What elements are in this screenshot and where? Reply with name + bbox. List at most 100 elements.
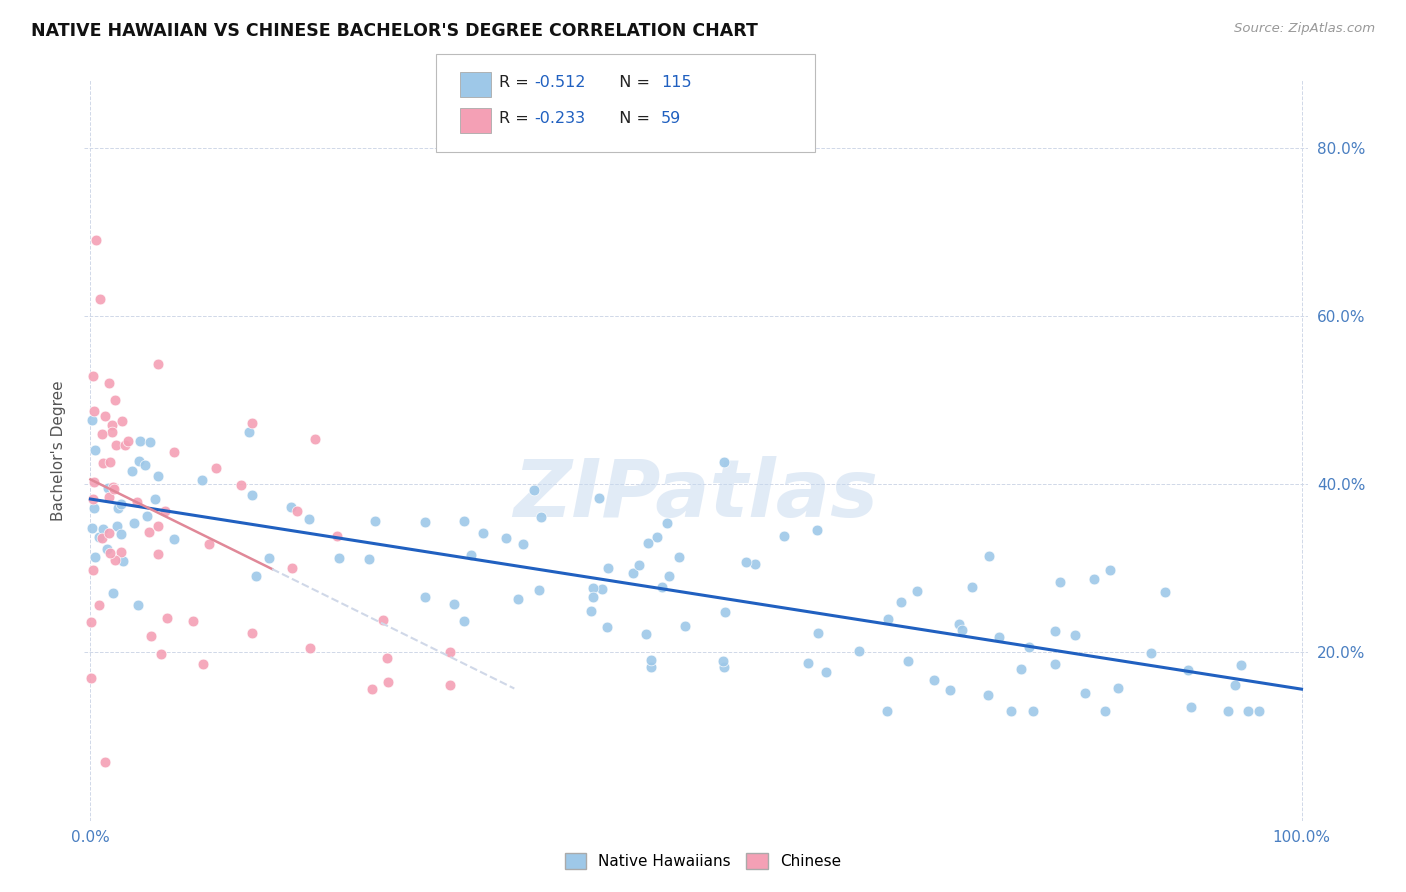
Point [91, 522, 114, 536]
Point [240, 417, 263, 431]
Point [111, 554, 134, 568]
Point [105, 438, 128, 452]
Point [1010, 662, 1032, 676]
Point [128, 454, 150, 468]
Point [156, 611, 179, 625]
Text: Source: ZipAtlas.com: Source: ZipAtlas.com [1234, 22, 1375, 36]
Point [280, 500, 302, 515]
Point [950, 623, 973, 637]
Point [97, 490, 120, 504]
Point [325, 529, 347, 543]
Point [245, 568, 267, 582]
Point [443, 597, 465, 611]
Point [655, 516, 678, 530]
Legend: Native Hawaiians, Chinese: Native Hawaiians, Chinese [558, 847, 848, 875]
Point [98, 546, 121, 560]
Point [79, 615, 101, 629]
Point [744, 557, 766, 571]
Point [938, 682, 960, 697]
Point [101, 425, 124, 439]
Point [146, 547, 169, 561]
Point [460, 548, 482, 562]
Point [110, 545, 132, 559]
Point [977, 549, 1000, 563]
Point [1098, 564, 1121, 578]
Point [713, 660, 735, 674]
Point [1154, 585, 1177, 599]
Text: 59: 59 [661, 112, 681, 126]
Point [522, 483, 544, 497]
Point [453, 515, 475, 529]
Point [87, 598, 110, 612]
Point [83, 500, 105, 515]
Point [181, 614, 204, 628]
Text: NATIVE HAWAIIAN VS CHINESE BACHELOR'S DEGREE CORRELATION CHART: NATIVE HAWAIIAN VS CHINESE BACHELOR'S DE… [31, 22, 758, 40]
Point [735, 555, 758, 569]
Point [82, 368, 104, 383]
Point [890, 595, 912, 609]
Point [1094, 704, 1116, 718]
Point [94, 409, 117, 424]
Point [1216, 704, 1239, 718]
Point [530, 509, 553, 524]
Text: ZIPatlas: ZIPatlas [513, 456, 879, 534]
Point [191, 657, 214, 671]
Point [141, 629, 163, 643]
Point [128, 434, 150, 448]
Text: -0.233: -0.233 [534, 112, 585, 126]
Point [146, 468, 169, 483]
Point [103, 482, 125, 496]
Point [806, 523, 828, 537]
Point [240, 488, 263, 502]
Point [668, 550, 690, 565]
Point [100, 418, 122, 433]
Point [640, 653, 662, 667]
Point [591, 582, 613, 596]
Point [205, 460, 228, 475]
Point [582, 581, 605, 595]
Point [83, 404, 105, 418]
Point [377, 674, 399, 689]
Point [907, 583, 929, 598]
Point [582, 591, 605, 605]
Point [105, 519, 128, 533]
Point [658, 569, 681, 583]
Point [229, 478, 252, 492]
Point [977, 688, 1000, 702]
Point [512, 537, 534, 551]
Point [127, 495, 149, 509]
Point [1236, 704, 1258, 718]
Point [110, 527, 132, 541]
Point [91, 456, 114, 470]
Point [714, 605, 737, 619]
Point [82, 563, 104, 577]
Point [439, 677, 461, 691]
Point [304, 432, 326, 446]
Point [962, 580, 984, 594]
Point [527, 582, 550, 597]
Point [146, 519, 169, 533]
Point [1083, 572, 1105, 586]
Point [1022, 704, 1045, 718]
Point [472, 525, 495, 540]
Point [495, 531, 517, 545]
Point [94, 755, 117, 769]
Point [815, 665, 838, 680]
Point [877, 612, 900, 626]
Point [1000, 704, 1022, 718]
Point [373, 613, 395, 627]
Point [150, 647, 173, 661]
Point [257, 551, 280, 566]
Point [240, 626, 263, 640]
Point [299, 640, 322, 655]
Point [1230, 658, 1253, 673]
Point [1074, 686, 1097, 700]
Point [79, 671, 101, 685]
Point [97, 481, 120, 495]
Point [375, 650, 398, 665]
Point [1223, 678, 1246, 692]
Text: -0.512: -0.512 [534, 76, 586, 90]
Text: N =: N = [609, 112, 655, 126]
Point [238, 425, 260, 439]
Y-axis label: Bachelor's Degree: Bachelor's Degree [51, 380, 66, 521]
